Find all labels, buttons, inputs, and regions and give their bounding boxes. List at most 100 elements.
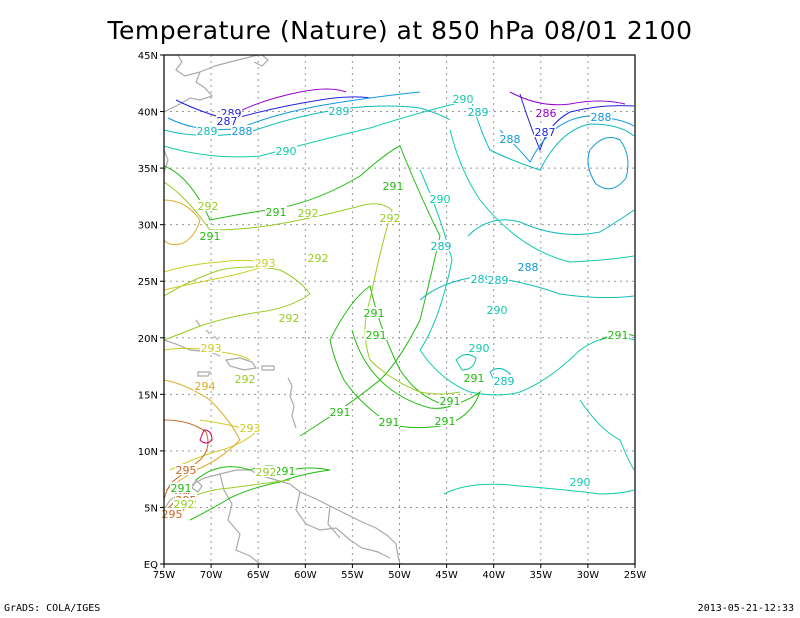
contour-label: 291	[383, 180, 404, 193]
contour-label-bg	[255, 466, 277, 477]
contour-label-bg	[170, 482, 192, 493]
contour-label: 293	[240, 422, 261, 435]
lake-maracaibo	[191, 478, 203, 493]
contour-label-bg	[535, 107, 557, 118]
contour-289-south	[419, 275, 635, 301]
contour-label: 292	[380, 212, 401, 225]
latitude-labels: 45N 40N 35N 30N 25N 20N 15N 10N 5N EQ	[138, 51, 158, 571]
contour-label: 291	[364, 307, 385, 320]
contour-label-bg	[517, 261, 539, 272]
contour-290-long	[419, 169, 635, 396]
coast-north-america	[164, 55, 214, 113]
contour-label-bg	[196, 125, 218, 136]
contour-label: 287	[535, 126, 556, 139]
contour-label-bg	[429, 193, 451, 204]
bahamas	[195, 319, 219, 341]
coast-venezuela-inland	[219, 473, 261, 564]
contour-label: 286	[536, 107, 557, 120]
lon-label: 65W	[247, 570, 270, 581]
lat-label: 10N	[138, 447, 158, 458]
lat-label: 20N	[138, 334, 158, 345]
contour-label: 291	[379, 416, 400, 429]
contour-label: 289	[329, 105, 350, 118]
lon-label: 60W	[294, 570, 317, 581]
contour-label-bg	[590, 111, 612, 122]
lat-label: 45N	[138, 51, 158, 62]
contour-label: 291	[435, 415, 456, 428]
contour-label: 295	[162, 508, 183, 521]
contour-label-bg	[363, 307, 385, 318]
lat-label: 5N	[144, 503, 158, 514]
island-hispaniola	[224, 357, 258, 371]
contour-label-bg	[569, 476, 591, 487]
lat-label: 35N	[138, 164, 158, 175]
contour-label-bg	[378, 416, 400, 427]
contour-label-bg	[265, 206, 287, 217]
contour-label: 287	[217, 115, 238, 128]
contour-288-loop	[587, 137, 629, 190]
contour-286	[231, 88, 347, 116]
contour-label-bg	[328, 105, 350, 116]
contour-290-small	[455, 354, 477, 371]
contour-296-b	[199, 429, 213, 444]
contour-label: 290	[570, 476, 591, 489]
map-title: Temperature (Nature) at 850 hPa 08/01 21…	[107, 16, 693, 45]
border-guyana	[295, 491, 391, 559]
contour-label-bg	[534, 126, 556, 137]
longitude-labels: 75W 70W 65W 60W 55W 50W 45W 40W 35W 30W 25W	[153, 570, 647, 581]
contour-label-bg	[499, 133, 521, 144]
contour-287	[175, 96, 371, 121]
contour-294-b	[164, 199, 201, 245]
contour-label: 291	[200, 230, 221, 243]
lat-label: 15N	[138, 390, 158, 401]
lat-label: 25N	[138, 277, 158, 288]
contour-label: 290	[276, 145, 297, 158]
contour-label-bg	[607, 329, 629, 340]
contour-label-bg	[452, 93, 474, 104]
contour-label: 291	[464, 372, 485, 385]
contour-291	[164, 145, 441, 437]
contour-293-car	[169, 419, 258, 471]
contour-label-bg	[379, 212, 401, 223]
contour-label: 289	[494, 375, 515, 388]
contour-292	[164, 181, 461, 395]
lat-label: 30N	[138, 221, 158, 232]
coast-newfoundland	[253, 55, 269, 67]
contour-label-bg	[463, 372, 485, 383]
contour-label-bg	[470, 273, 492, 284]
contour-label: 295	[176, 464, 197, 477]
border-suriname	[327, 505, 341, 539]
axis-ticks	[160, 54, 636, 568]
lon-label: 40W	[482, 570, 505, 581]
contour-label-bg	[254, 257, 276, 268]
contour-label-bg	[239, 422, 261, 433]
island-jamaica	[197, 371, 211, 377]
contour-label: 288	[591, 111, 612, 124]
contour-label-bg	[468, 342, 490, 353]
contour-label: 291	[266, 206, 287, 219]
coast-nova-scotia	[199, 55, 259, 73]
contour-289-mid	[467, 209, 635, 237]
contour-label-bg	[173, 498, 195, 509]
lon-label: 70W	[200, 570, 223, 581]
contour-label: 288	[500, 133, 521, 146]
contour-lines	[164, 88, 635, 521]
contour-label-bg	[486, 304, 508, 315]
contour-label-bg	[297, 207, 319, 218]
footer-credit: GrADS: COLA/IGES	[4, 603, 101, 614]
lon-label: 50W	[388, 570, 411, 581]
lon-label: 55W	[341, 570, 364, 581]
contour-label-bg	[493, 375, 515, 386]
contour-label: 291	[440, 395, 461, 408]
contour-291-mid	[351, 329, 461, 409]
contour-label: 291	[608, 329, 629, 342]
contour-label: 292	[298, 207, 319, 220]
contour-label: 289	[468, 106, 489, 119]
contour-294	[164, 379, 241, 491]
contour-label: 290	[469, 342, 490, 355]
contour-label: 292	[198, 200, 219, 213]
map-grid	[164, 55, 635, 564]
coast-us-east	[164, 149, 169, 173]
contour-label-bg	[439, 395, 461, 406]
